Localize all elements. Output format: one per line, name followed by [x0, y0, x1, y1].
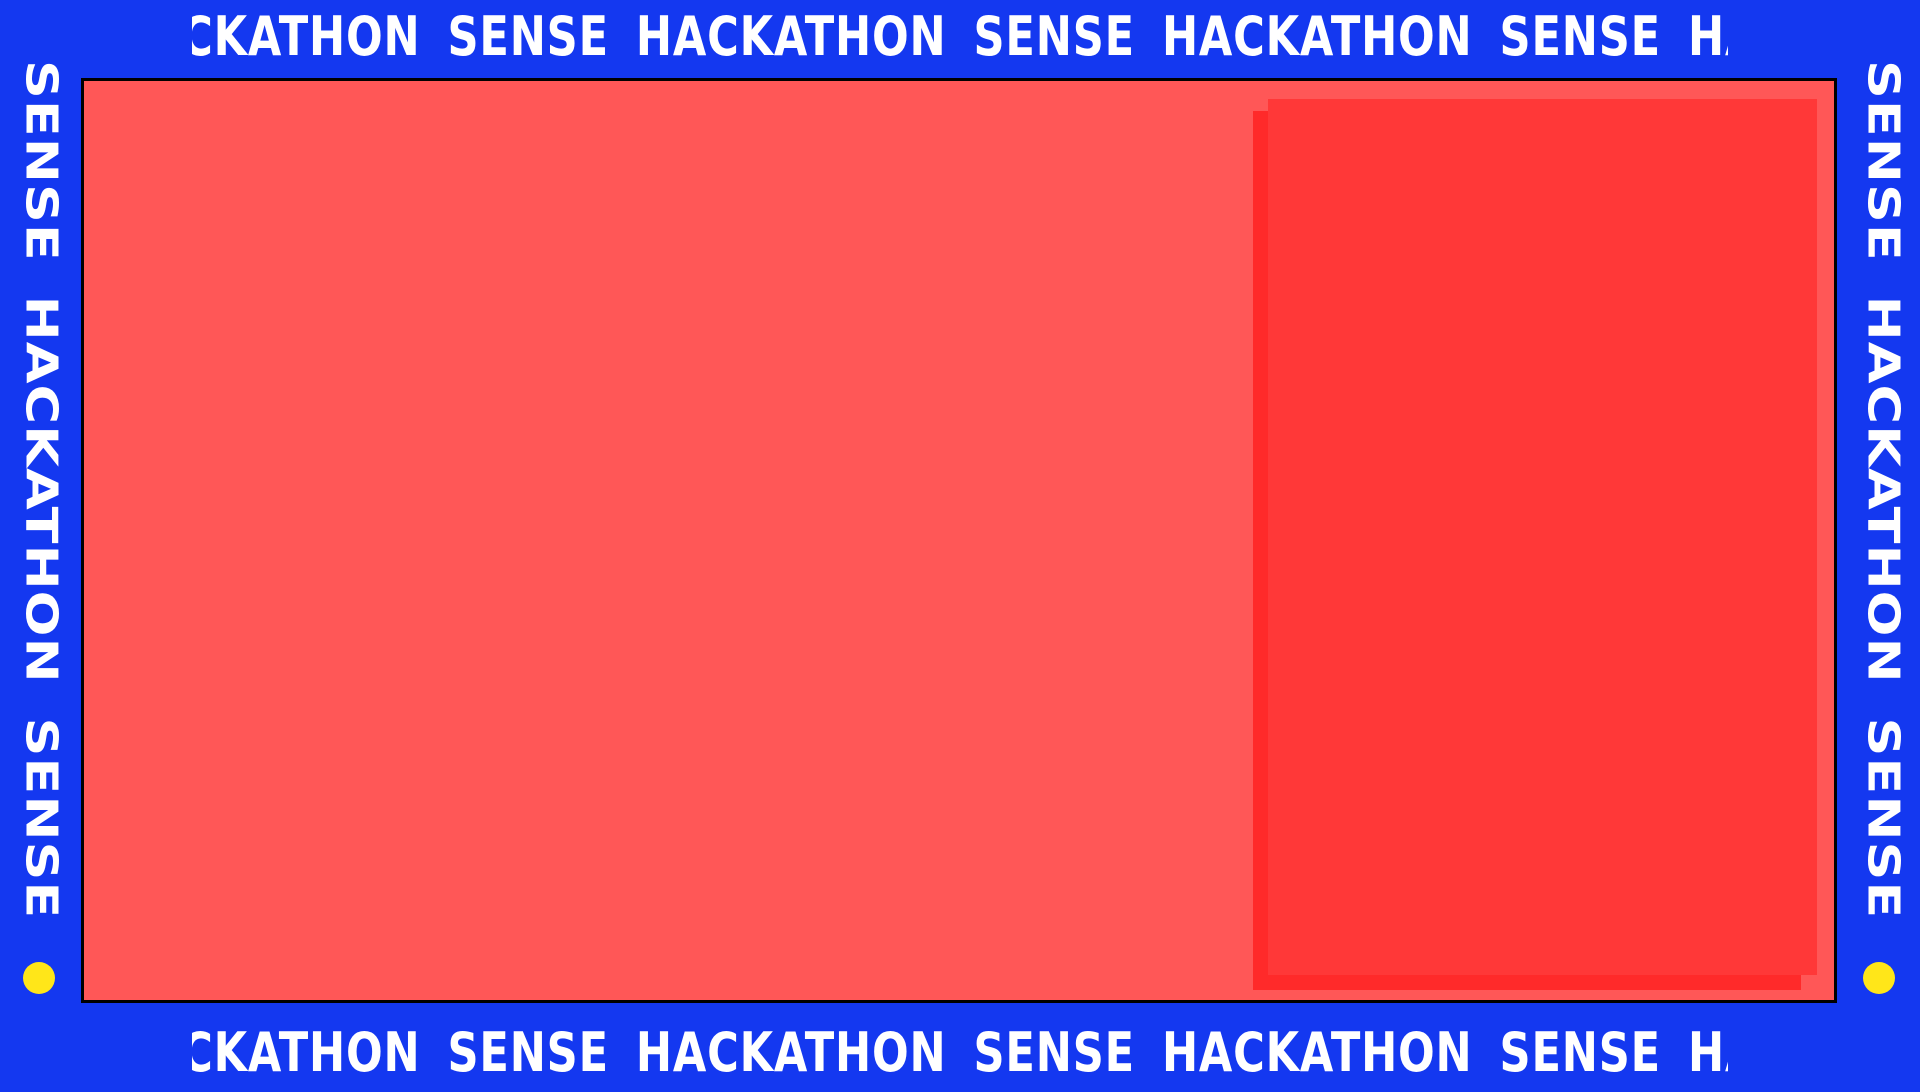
left-yellow-dot-icon — [23, 962, 55, 994]
right-yellow-dot-icon — [1863, 962, 1895, 994]
side-panel — [1268, 99, 1817, 975]
left-banner-text: SENSE HACKATHON SENSE HACKATH — [14, 60, 68, 940]
right-banner: SENSE HACKATHON SENSE HACKATH — [1842, 60, 1920, 940]
right-banner-text: SENSE HACKATHON SENSE HACKATH — [1856, 60, 1910, 940]
top-banner-text: SENSE HACKATHON SENSE HACKATHON SENSE HA… — [192, 5, 1728, 68]
right-banner-label: SENSE HACKATHON SENSE HACKATH — [1858, 60, 1909, 940]
bottom-banner-text: SENSE HACKATHON SENSE HACKATHON SENSE HA… — [192, 1021, 1728, 1084]
left-banner-label: SENSE HACKATHON SENSE HACKATH — [16, 60, 67, 940]
left-banner: SENSE HACKATHON SENSE HACKATH — [0, 60, 78, 940]
